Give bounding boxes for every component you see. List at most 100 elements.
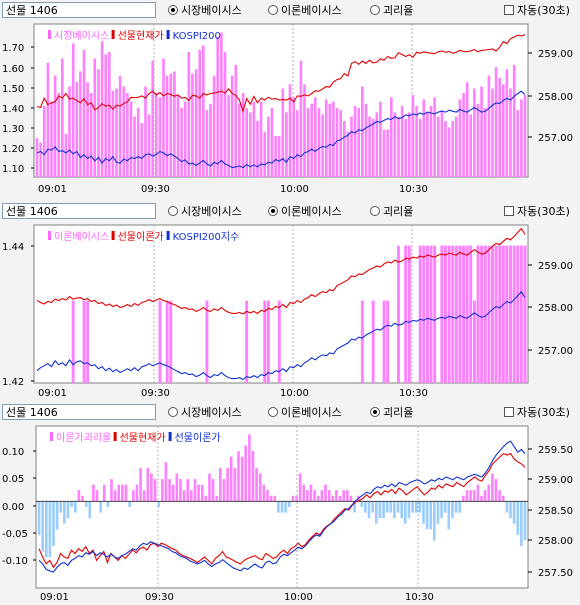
bar — [95, 490, 99, 502]
radio-theory-basis[interactable]: 이론베이시스 — [268, 4, 342, 18]
bar — [274, 136, 277, 177]
bar — [226, 467, 229, 502]
bar — [285, 112, 288, 177]
bar — [364, 103, 368, 177]
bar — [516, 245, 520, 383]
bar — [393, 112, 397, 177]
bar — [382, 501, 385, 519]
auto-refresh-checkbox[interactable]: 자동(30초) — [504, 406, 570, 420]
bar — [331, 495, 335, 502]
bar — [429, 105, 433, 177]
bar — [458, 501, 461, 513]
bar — [89, 93, 93, 177]
bar — [164, 462, 168, 502]
bar — [465, 245, 469, 383]
bar — [498, 490, 501, 502]
bar — [444, 245, 447, 383]
bar — [194, 69, 198, 177]
bar — [447, 127, 451, 177]
bar — [132, 490, 135, 502]
chart-panel-1: 선물 1406 시장베이시스 이론베이시스 괴리율 자동(30초) 시장베이시스… — [0, 0, 580, 200]
auto-refresh-checkbox[interactable]: 자동(30초) — [504, 205, 570, 219]
legend-swatch — [50, 432, 53, 441]
bar — [357, 108, 360, 177]
radio-dot-icon — [168, 206, 178, 216]
bar — [139, 467, 142, 502]
bar — [371, 300, 375, 383]
bar — [483, 490, 487, 502]
bar — [447, 245, 451, 383]
bar — [187, 52, 191, 177]
radio-market-basis[interactable]: 시장베이시스 — [168, 4, 242, 18]
bar — [241, 93, 245, 177]
bar — [454, 501, 458, 513]
radio-dot-icon — [268, 206, 278, 216]
bar — [465, 82, 469, 177]
bar — [128, 501, 131, 507]
radio-market-basis[interactable]: 시장베이시스 — [168, 406, 242, 420]
bar — [273, 495, 277, 502]
bar — [379, 101, 382, 177]
bar — [147, 114, 151, 177]
bar — [251, 451, 255, 502]
bar — [494, 479, 498, 502]
x-tick-label: 09:01 — [38, 184, 67, 195]
bar — [302, 484, 306, 502]
bar — [498, 245, 502, 383]
right-tick-label: 259.00 — [538, 49, 573, 60]
bar — [168, 479, 171, 502]
bar — [222, 479, 226, 502]
bar — [52, 501, 55, 547]
bar — [310, 103, 313, 177]
bar — [151, 60, 154, 177]
x-tick-label: 10:00 — [280, 388, 309, 399]
bar — [68, 86, 71, 177]
futures-code-field[interactable]: 선물 1406 — [2, 203, 156, 219]
radio-theory-basis[interactable]: 이론베이시스 — [268, 205, 342, 219]
bar — [71, 300, 75, 383]
radio-disparity[interactable]: 괴리율 — [370, 406, 413, 420]
x-tick-label: 09:30 — [145, 592, 174, 603]
bar — [415, 105, 418, 177]
bar — [41, 501, 44, 552]
radio-label: 시장베이시스 — [181, 4, 242, 17]
bar — [343, 121, 346, 177]
bar — [505, 501, 509, 513]
bar — [165, 75, 169, 177]
bar — [393, 501, 396, 519]
radio-disparity[interactable]: 괴리율 — [370, 4, 413, 18]
radio-dot-icon — [268, 407, 278, 417]
bar — [469, 114, 473, 177]
bar — [382, 129, 386, 177]
bar — [306, 108, 310, 177]
bar — [158, 97, 162, 177]
bar — [211, 479, 215, 502]
radio-disparity[interactable]: 괴리율 — [370, 205, 413, 219]
bar — [70, 501, 73, 507]
radio-theory-basis[interactable]: 이론베이시스 — [268, 406, 342, 420]
bar — [97, 69, 100, 177]
bar — [444, 121, 447, 177]
left-tick-label: 0.10 — [2, 447, 24, 458]
bar — [350, 116, 353, 177]
radio-dot-icon — [370, 5, 380, 15]
radio-market-basis[interactable]: 시장베이시스 — [168, 205, 242, 219]
bar — [361, 86, 364, 177]
left-tick-label: -0.10 — [2, 556, 28, 567]
bar — [299, 60, 303, 177]
auto-refresh-checkbox[interactable]: 자동(30초) — [504, 4, 570, 18]
bar — [126, 93, 129, 177]
bar — [182, 490, 186, 502]
bar — [121, 484, 124, 502]
bar — [263, 131, 266, 177]
bar — [200, 484, 204, 502]
bar — [426, 245, 429, 383]
futures-code-field[interactable]: 선물 1406 — [2, 2, 156, 18]
bar — [400, 105, 404, 177]
bar — [498, 77, 501, 177]
bar — [59, 501, 63, 513]
bar — [382, 300, 386, 383]
futures-code-field[interactable]: 선물 1406 — [2, 404, 156, 420]
bar — [462, 93, 465, 177]
bar — [342, 490, 345, 502]
